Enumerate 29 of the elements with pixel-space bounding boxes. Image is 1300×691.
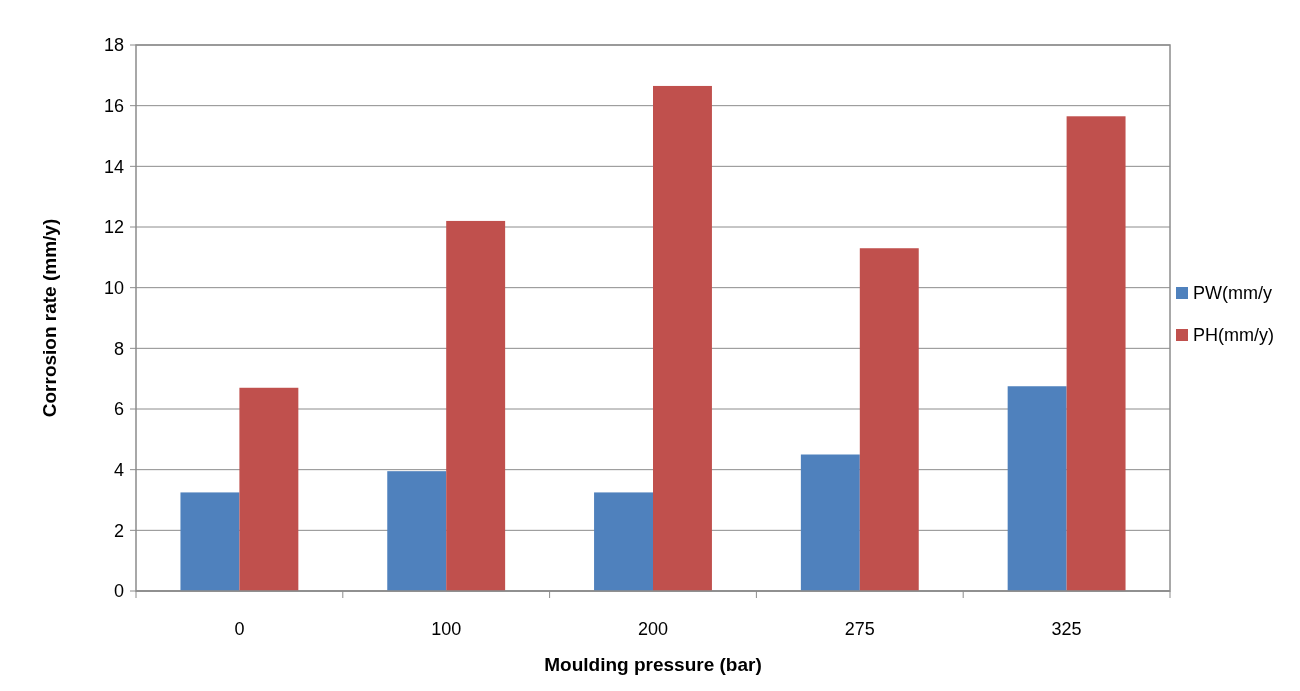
bar	[180, 492, 240, 591]
bar	[594, 492, 653, 591]
bar	[1066, 116, 1126, 591]
legend-label: PH(mm/y)	[1193, 325, 1274, 345]
bar	[859, 248, 919, 591]
legend-label: PW(mm/y	[1193, 283, 1272, 303]
x-tick-label: 200	[637, 619, 669, 639]
x-tick-label: 275	[844, 619, 875, 639]
x-axis-title: Moulding pressure (bar)	[544, 654, 762, 675]
bar	[387, 471, 447, 591]
y-tick-label: 8	[113, 338, 124, 359]
x-tick-label: 0	[234, 619, 245, 639]
x-tick-label: 325	[1051, 619, 1082, 639]
bar	[239, 387, 299, 591]
y-tick-label: 16	[103, 95, 124, 116]
bar	[446, 220, 506, 591]
y-tick-label: 14	[103, 156, 124, 177]
y-axis-title: Corrosion rate (mm/y)	[39, 218, 60, 418]
y-tick-label: 0	[113, 581, 124, 602]
bar	[1007, 386, 1067, 591]
bar	[800, 454, 860, 591]
x-tick-label: 100	[431, 619, 462, 639]
y-tick-label: 12	[103, 217, 124, 238]
y-tick-label: 18	[103, 35, 124, 56]
y-tick-label: 2	[113, 520, 124, 541]
y-tick-label: 10	[103, 277, 124, 298]
bar	[653, 85, 712, 591]
y-tick-label: 6	[113, 399, 124, 420]
y-tick-label: 4	[113, 459, 124, 480]
